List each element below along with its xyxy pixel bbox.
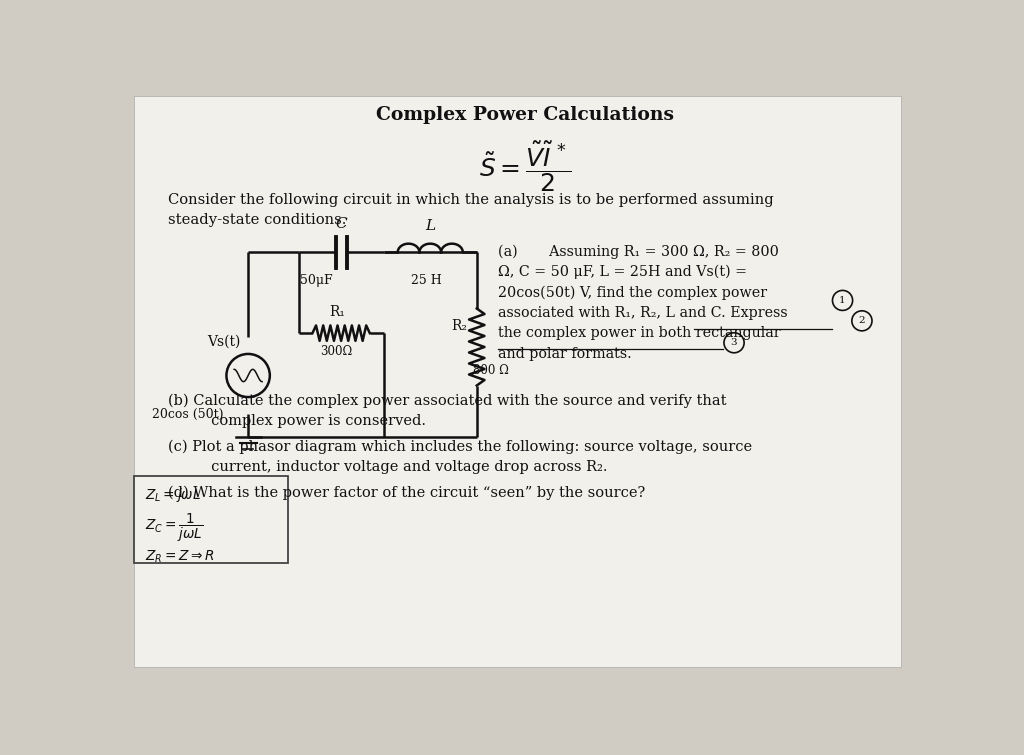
FancyBboxPatch shape — [134, 476, 288, 563]
Text: (c) Plot a phasor diagram which includes the following: source voltage, source: (c) Plot a phasor diagram which includes… — [168, 439, 753, 454]
Text: Consider the following circuit in which the analysis is to be performed assuming: Consider the following circuit in which … — [168, 193, 774, 207]
Text: $Z_L = j\omega L$: $Z_L = j\omega L$ — [145, 485, 201, 504]
Text: complex power is conserved.: complex power is conserved. — [187, 414, 426, 428]
Text: 20cos (50t): 20cos (50t) — [152, 408, 223, 421]
Text: the complex power in both rectangular: the complex power in both rectangular — [499, 326, 781, 341]
Text: R₂: R₂ — [452, 319, 467, 333]
Text: Complex Power Calculations: Complex Power Calculations — [376, 106, 674, 124]
Text: (d) What is the power factor of the circuit “seen” by the source?: (d) What is the power factor of the circ… — [168, 485, 645, 500]
Text: $\tilde{S} = \dfrac{\tilde{V}\tilde{I}^{\,*}}{2}$: $\tilde{S} = \dfrac{\tilde{V}\tilde{I}^{… — [478, 139, 571, 194]
Text: associated with R₁, R₂, L and C. Express: associated with R₁, R₂, L and C. Express — [499, 306, 788, 320]
Text: 300Ω: 300Ω — [321, 345, 352, 358]
Text: steady-state conditions.: steady-state conditions. — [168, 213, 347, 227]
Text: 800 Ω: 800 Ω — [473, 364, 509, 377]
Text: $Z_C = \dfrac{1}{j\omega L}$: $Z_C = \dfrac{1}{j\omega L}$ — [145, 512, 203, 544]
Text: C: C — [335, 217, 347, 231]
Text: 50μF: 50μF — [300, 274, 333, 287]
Text: 2: 2 — [858, 316, 865, 325]
Text: R₁: R₁ — [330, 305, 345, 319]
Text: $Z_R = Z \Rightarrow R$: $Z_R = Z \Rightarrow R$ — [145, 549, 215, 565]
Text: 25 H: 25 H — [411, 274, 441, 287]
Text: Ω, C = 50 μF, L = 25H and Vs(t) =: Ω, C = 50 μF, L = 25H and Vs(t) = — [499, 265, 748, 279]
Text: 1: 1 — [840, 296, 846, 305]
Text: (b) Calculate the complex power associated with the source and verify that: (b) Calculate the complex power associat… — [168, 393, 727, 408]
Text: L: L — [425, 219, 435, 233]
FancyBboxPatch shape — [134, 96, 901, 667]
Text: Vs(t): Vs(t) — [207, 334, 241, 349]
Text: current, inductor voltage and voltage drop across R₂.: current, inductor voltage and voltage dr… — [187, 461, 607, 474]
Text: (a)       Assuming R₁ = 300 Ω, R₂ = 800: (a) Assuming R₁ = 300 Ω, R₂ = 800 — [499, 245, 779, 259]
Text: 3: 3 — [731, 338, 737, 347]
Text: 20cos(50t) V, find the complex power: 20cos(50t) V, find the complex power — [499, 285, 768, 300]
Text: and polar formats.: and polar formats. — [499, 347, 632, 361]
